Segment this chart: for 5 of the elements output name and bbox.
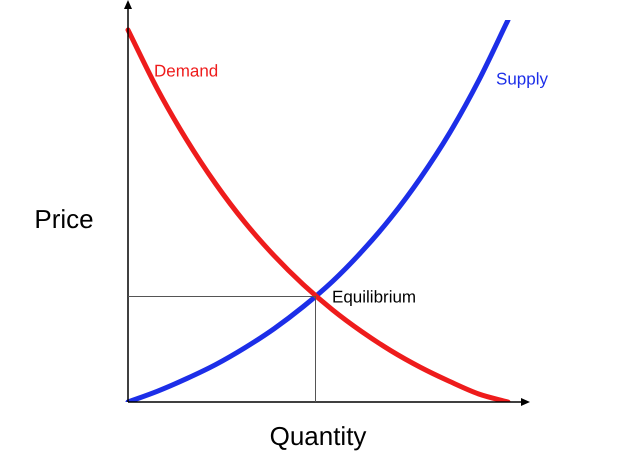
- annotation: Equilibrium: [332, 287, 416, 306]
- series-label: Supply: [496, 70, 548, 89]
- x-axis-title: Quantity: [270, 421, 366, 452]
- series-label: Demand: [154, 62, 218, 81]
- y-axis-title: Price: [34, 204, 94, 234]
